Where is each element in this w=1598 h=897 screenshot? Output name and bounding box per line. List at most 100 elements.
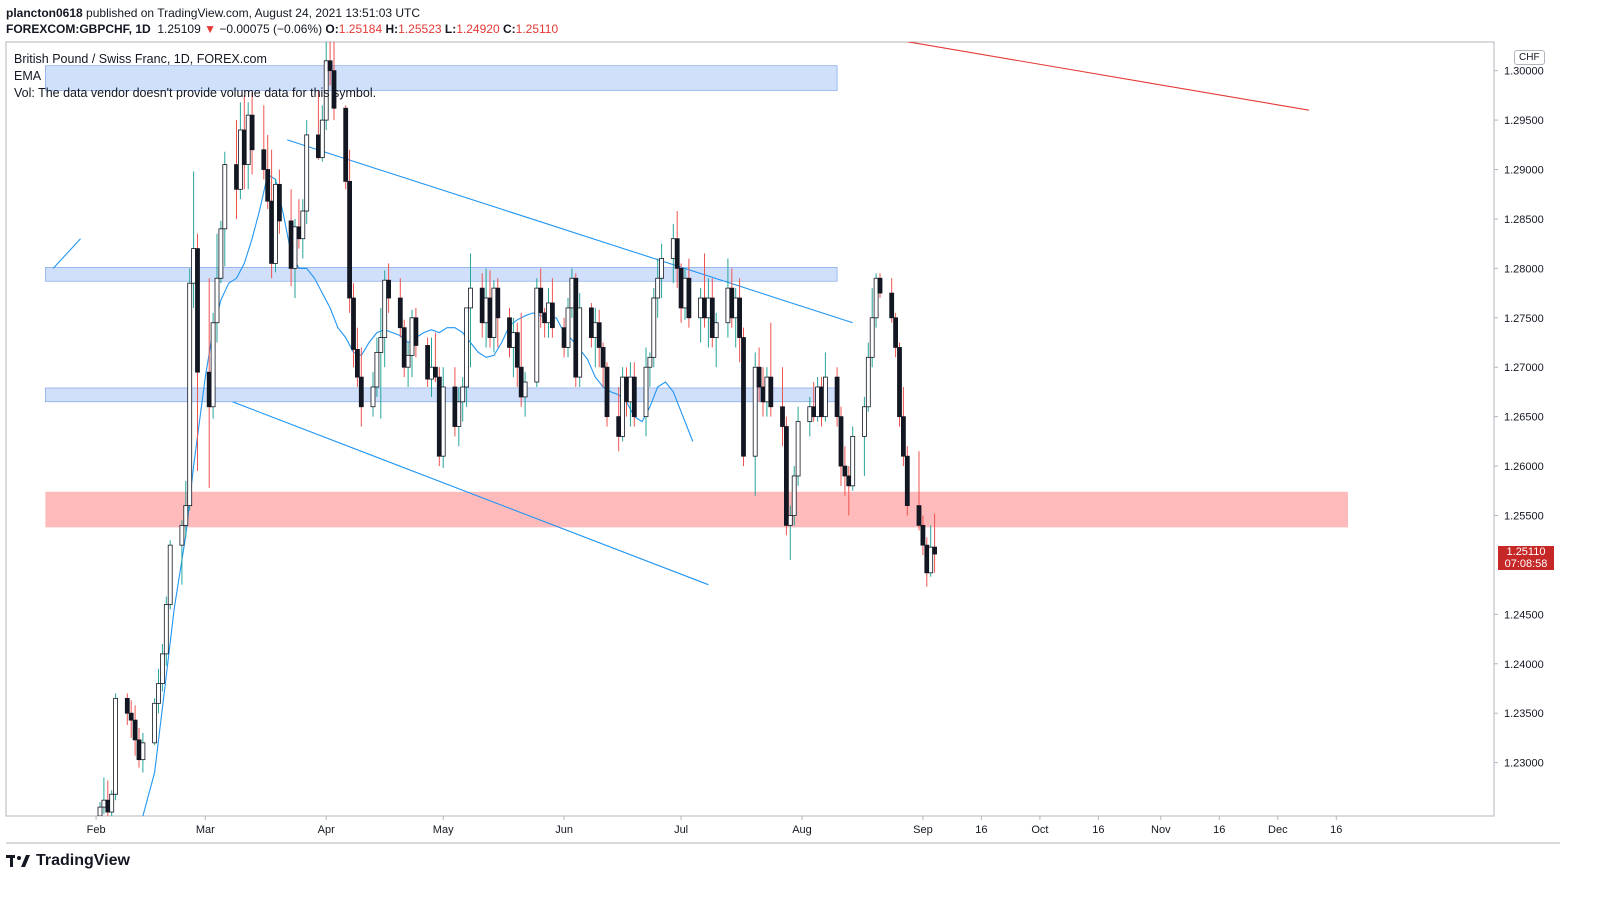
- vol-legend[interactable]: Vol: The data vendor doesn't provide vol…: [14, 86, 377, 100]
- candle-body: [327, 60, 333, 72]
- candle: [124, 693, 130, 726]
- currency-badge[interactable]: CHF: [1514, 50, 1545, 65]
- candle-body: [128, 712, 134, 721]
- price-tick-label: 1.27500: [1504, 313, 1544, 325]
- candle-body: [222, 164, 228, 230]
- candle-body: [378, 337, 384, 353]
- candle: [386, 263, 392, 313]
- candle-body: [846, 475, 852, 487]
- candle: [397, 278, 403, 338]
- candle-body: [156, 683, 161, 704]
- candle: [916, 451, 922, 531]
- candle: [347, 149, 353, 313]
- candle-body: [709, 297, 715, 338]
- candle-body: [136, 739, 142, 761]
- ema-legend[interactable]: EMA: [14, 69, 42, 83]
- candle-body: [460, 386, 466, 403]
- candle-body: [862, 406, 867, 437]
- candle-body: [889, 292, 895, 319]
- candle: [468, 253, 473, 368]
- brand-name: TradingView: [36, 852, 130, 869]
- candle-body: [842, 465, 848, 477]
- candle-body: [354, 349, 360, 378]
- candle-body: [296, 226, 302, 240]
- candle-body: [191, 248, 197, 284]
- candle-body: [604, 366, 610, 418]
- candle-body: [167, 544, 173, 605]
- candle-body: [920, 524, 926, 546]
- brand[interactable]: TradingView: [6, 852, 130, 870]
- candle: [565, 298, 571, 358]
- candle: [261, 105, 267, 180]
- candle: [795, 406, 801, 486]
- candle: [276, 169, 282, 234]
- candle-body: [491, 287, 497, 338]
- candle: [370, 372, 376, 417]
- candle-body: [729, 287, 735, 319]
- candle-body: [838, 416, 844, 467]
- candle-body: [678, 267, 684, 309]
- candle: [183, 480, 189, 538]
- candle: [897, 342, 902, 427]
- close-value: 1.25110: [515, 22, 559, 36]
- candle-body: [764, 376, 770, 403]
- candle-body: [631, 376, 637, 418]
- price-tick-label: 1.26000: [1504, 461, 1544, 473]
- candle: [425, 337, 431, 387]
- candle-body: [382, 279, 388, 338]
- candle: [550, 278, 555, 338]
- candle-body: [495, 287, 501, 319]
- candle-body: [834, 376, 840, 418]
- author-name[interactable]: plancton0618: [6, 6, 83, 20]
- candle-body: [323, 60, 329, 121]
- candle-body: [756, 366, 762, 388]
- candle-body: [795, 421, 801, 477]
- long-red-line: [905, 42, 1310, 111]
- price-tick-label: 1.23500: [1504, 708, 1544, 720]
- candle: [319, 105, 325, 162]
- candle-body: [276, 183, 282, 222]
- candle-body: [237, 129, 243, 190]
- candle-body: [152, 702, 158, 744]
- candle: [659, 243, 664, 299]
- series-title[interactable]: British Pound / Swiss Franc, 1D, FOREX.c…: [14, 52, 267, 66]
- candle: [901, 386, 906, 467]
- candle-body: [405, 354, 411, 368]
- candle: [187, 268, 193, 511]
- candle: [113, 693, 118, 801]
- time-tick-label: Jun: [555, 824, 573, 836]
- high-value: 1.25523: [398, 22, 442, 36]
- candle-body: [542, 312, 547, 324]
- candle-body: [651, 297, 657, 358]
- price-axis[interactable]: 1.30000 1.29500 1.29000 1.28500 1.28000 1.275…: [1494, 66, 1544, 770]
- candle: [460, 377, 466, 422]
- candle-body: [358, 376, 364, 408]
- symbol-ohlc-line: FOREXCOM:GBPCHF, 1D 1.25109 ▼ −0.00075 (…: [6, 22, 558, 36]
- candle: [600, 342, 606, 387]
- candle-body: [659, 258, 664, 279]
- candle-body: [436, 376, 442, 457]
- candle-body: [869, 317, 875, 358]
- candle: [752, 352, 758, 496]
- candle-body: [643, 366, 649, 418]
- plot-area[interactable]: [5, 41, 1495, 817]
- time-tick-label: Sep: [913, 824, 933, 836]
- time-tick-label: Nov: [1151, 824, 1171, 836]
- candle-body: [787, 515, 793, 526]
- candle: [401, 319, 407, 378]
- price-tick-label: 1.24000: [1504, 659, 1544, 671]
- candle-body: [210, 322, 216, 408]
- time-axis[interactable]: Feb Mar Apr May Jun Jul Aug Sep 16 Oct 16 Nov 16 Dec 1…: [6, 816, 1560, 844]
- candle: [686, 258, 692, 328]
- candle-body: [347, 180, 353, 299]
- candle-body: [159, 653, 165, 684]
- candle: [534, 278, 540, 387]
- price-change: −0.00075 (−0.06%): [219, 22, 323, 36]
- price-tick-label: 1.24500: [1504, 609, 1544, 621]
- zones-layer: [45, 65, 1348, 528]
- candle: [869, 288, 875, 368]
- candle-body: [234, 164, 239, 190]
- candle: [432, 332, 438, 383]
- candle-body: [725, 287, 731, 324]
